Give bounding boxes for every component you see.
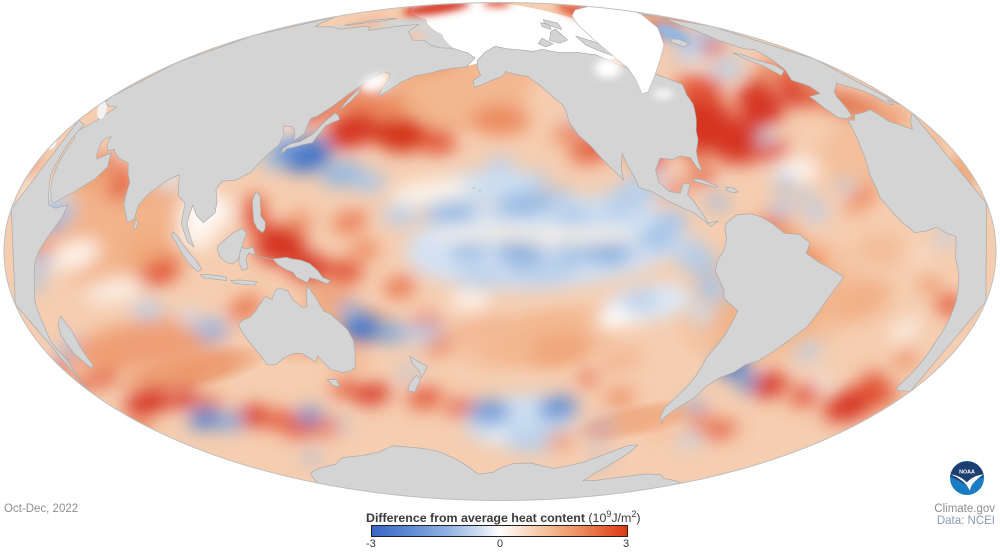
svg-text:NOAA: NOAA: [959, 469, 975, 475]
